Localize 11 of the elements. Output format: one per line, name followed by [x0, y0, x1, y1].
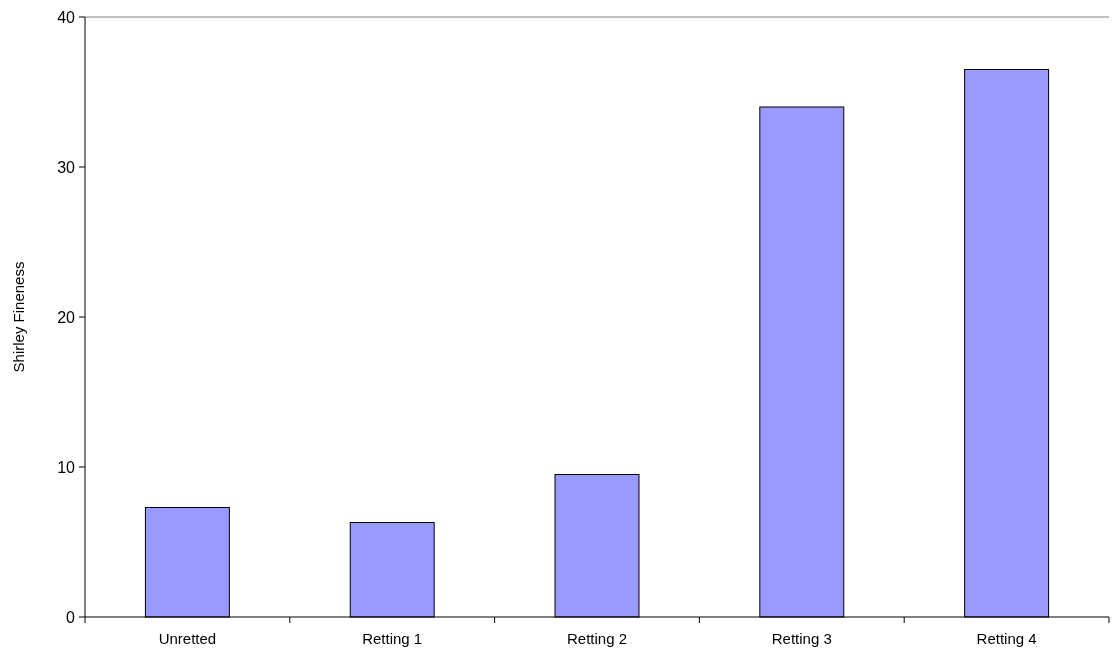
- x-tick-label: Unretted: [158, 630, 217, 647]
- x-tick-label: Retting 4: [976, 630, 1037, 647]
- y-tick-label: 10: [57, 458, 76, 476]
- y-tick-label: 40: [57, 8, 76, 26]
- y-tick-label: 30: [57, 158, 76, 176]
- y-tick-label: 0: [66, 608, 76, 626]
- x-tick-label: Retting 2: [566, 630, 628, 647]
- y-tick-label: 20: [57, 308, 76, 326]
- x-tick-label: Retting 1: [362, 630, 423, 647]
- y-axis-title: Shirley Fineness: [10, 261, 27, 373]
- x-tick-label: Retting 3: [771, 630, 832, 647]
